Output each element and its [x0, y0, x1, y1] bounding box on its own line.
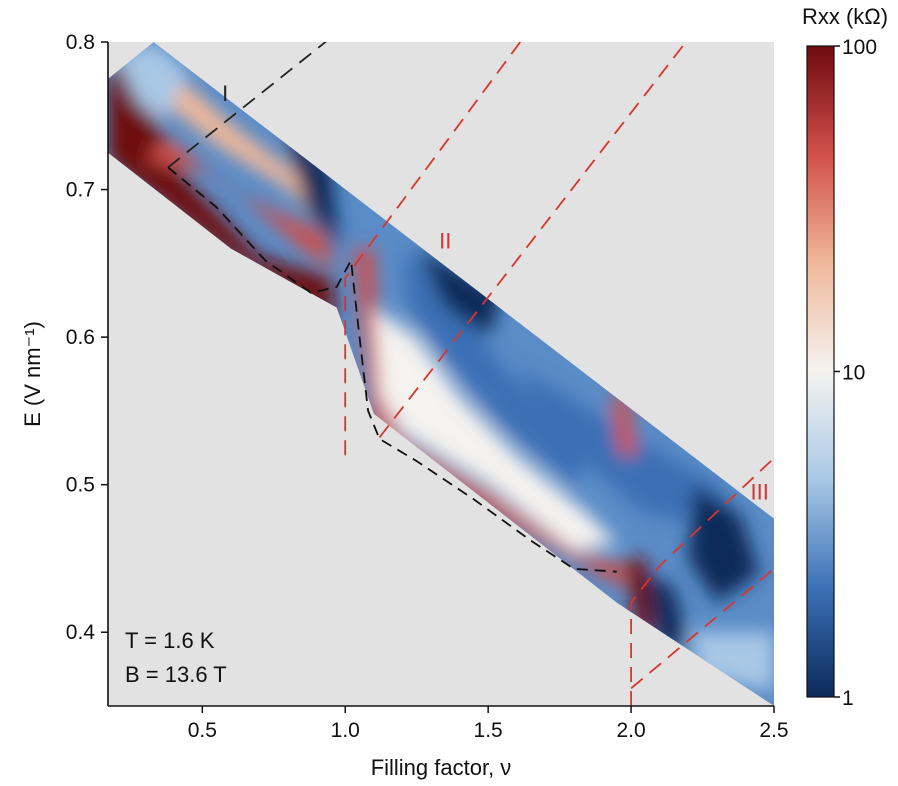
- y-axis-label: E (V nm⁻¹): [20, 321, 45, 427]
- guide-line: [167, 42, 327, 169]
- heatmap-band: [611, 396, 637, 456]
- guide-line: [378, 42, 688, 438]
- colorbar-tick-label: 100: [842, 36, 877, 59]
- x-tick-label: 0.5: [188, 719, 217, 742]
- y-tick-label: 0.6: [66, 326, 95, 349]
- heatmap-band: [688, 484, 760, 603]
- region-label: III: [751, 479, 769, 504]
- region-label: I: [222, 81, 228, 106]
- heatmap-band: [416, 248, 503, 338]
- guide-line: [630, 457, 774, 706]
- x-axis-label: Filling factor, ν: [371, 755, 512, 780]
- colorbar-label: Rxx (kΩ): [802, 4, 888, 29]
- temperature-annotation: T = 1.6 K: [125, 628, 215, 653]
- colorbar-gradient: [806, 45, 835, 698]
- guide-lines: [167, 42, 774, 706]
- y-tick-label: 0.7: [66, 179, 95, 202]
- heatmap-data-region: [108, 42, 774, 706]
- heatmap-band: [645, 573, 689, 647]
- guide-line: [630, 568, 774, 689]
- colorbar-tick-label: 10: [842, 362, 865, 385]
- heatmap-band: [145, 137, 337, 271]
- guide-line: [344, 42, 522, 456]
- colorbar-tick-label: 1: [842, 687, 854, 710]
- field-annotation: B = 13.6 T: [125, 662, 227, 687]
- x-tick-label: 2.0: [616, 719, 645, 742]
- region-label: II: [439, 229, 451, 254]
- y-tick-label: 0.8: [66, 31, 95, 54]
- heatmap-band: [282, 123, 340, 249]
- heatmap-band: [373, 307, 617, 552]
- heatmap-band: [116, 42, 188, 124]
- heatmap-band: [162, 71, 331, 234]
- axes: 0.5 1.0 1.5 2.0 2.5 0.4 0.5 0.6 0.7 0.8: [66, 31, 789, 742]
- colorbar: 1 10 100: [806, 36, 877, 710]
- x-tick-label: 2.5: [759, 719, 788, 742]
- x-tick-label: 1.5: [474, 719, 503, 742]
- boundary-curve: [167, 166, 617, 573]
- heatmap-texture: [108, 42, 774, 692]
- x-tick-label: 1.0: [331, 719, 360, 742]
- y-tick-label: 0.5: [66, 474, 95, 497]
- y-tick-label: 0.4: [66, 621, 96, 644]
